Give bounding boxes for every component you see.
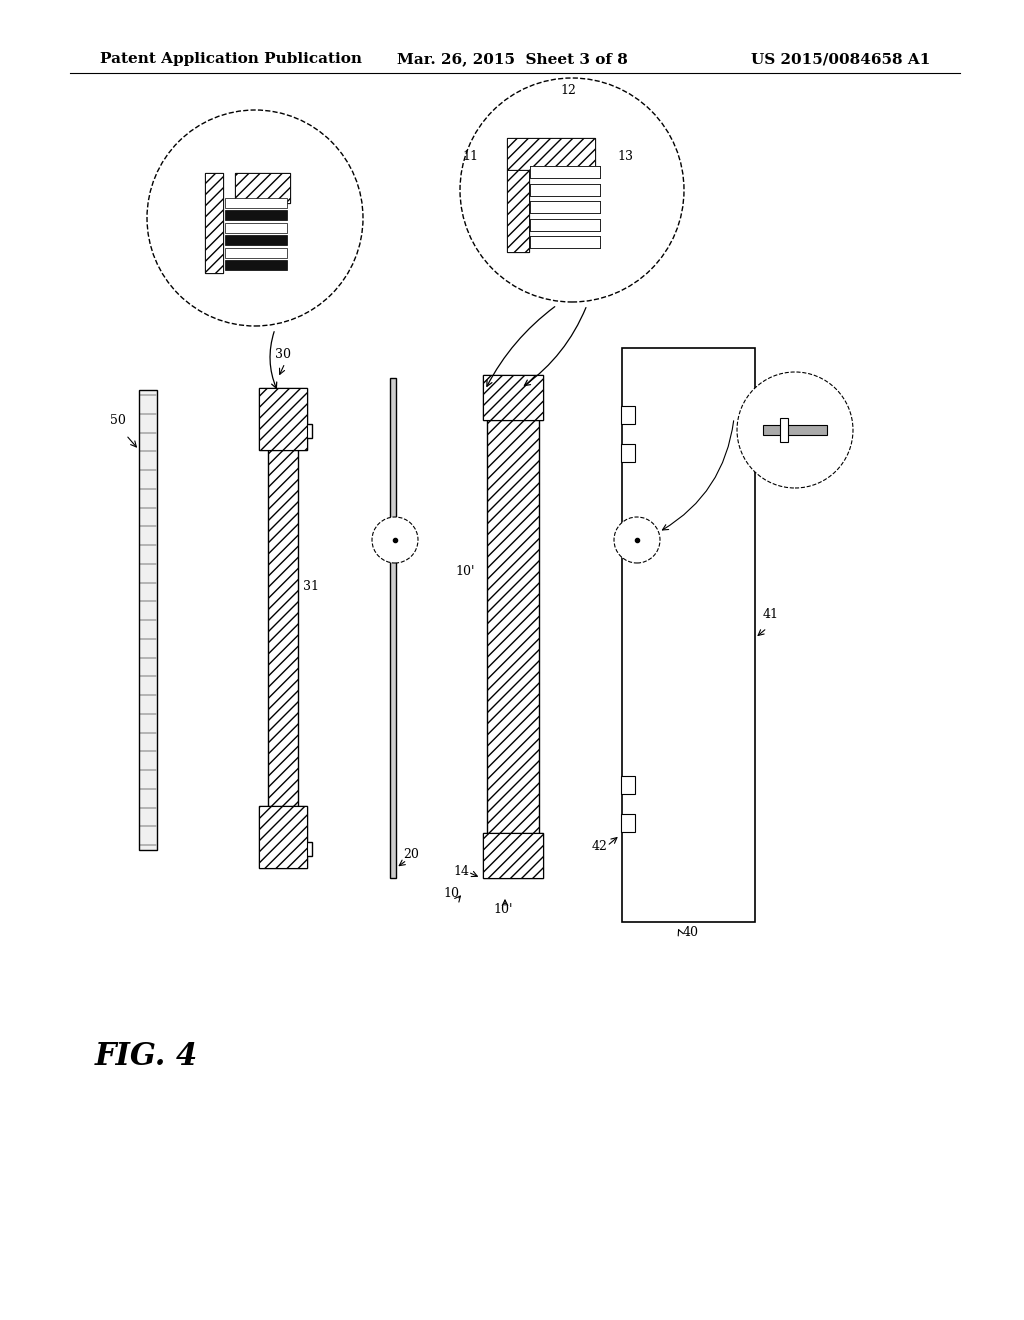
Bar: [259, 807, 307, 869]
Bar: [507, 170, 529, 252]
Bar: [530, 166, 600, 178]
Bar: [530, 219, 600, 231]
Bar: [507, 139, 595, 170]
Bar: [225, 210, 287, 220]
Text: Patent Application Publication: Patent Application Publication: [100, 53, 362, 66]
Text: 10': 10': [455, 565, 474, 578]
Text: US 2015/0084658 A1: US 2015/0084658 A1: [751, 53, 930, 66]
Bar: [621, 776, 635, 795]
Circle shape: [147, 110, 362, 326]
Bar: [390, 378, 396, 878]
Circle shape: [460, 78, 684, 302]
Bar: [507, 170, 529, 252]
Text: 31: 31: [303, 579, 319, 593]
Bar: [234, 173, 290, 203]
Bar: [259, 388, 307, 450]
Bar: [483, 833, 543, 878]
Bar: [530, 201, 600, 213]
Bar: [225, 260, 287, 271]
Bar: [139, 389, 157, 850]
Text: 40: 40: [683, 927, 699, 939]
Bar: [487, 420, 539, 833]
Bar: [530, 219, 600, 231]
Text: Mar. 26, 2015  Sheet 3 of 8: Mar. 26, 2015 Sheet 3 of 8: [396, 53, 628, 66]
Bar: [530, 236, 600, 248]
Text: 14: 14: [453, 865, 469, 878]
Bar: [205, 173, 223, 273]
Bar: [530, 183, 600, 195]
Bar: [621, 407, 635, 424]
Bar: [205, 173, 223, 273]
Text: 50: 50: [110, 413, 126, 426]
Bar: [780, 418, 788, 442]
Bar: [530, 201, 600, 213]
Text: 10: 10: [443, 887, 459, 900]
Bar: [483, 833, 543, 878]
Bar: [483, 375, 543, 420]
Text: 30: 30: [275, 348, 291, 360]
Bar: [225, 223, 287, 232]
Text: 11: 11: [462, 150, 478, 162]
Bar: [530, 236, 600, 248]
Text: 13: 13: [617, 150, 633, 162]
Text: 42: 42: [592, 840, 608, 853]
Bar: [268, 450, 298, 807]
Text: 41: 41: [763, 609, 779, 620]
Circle shape: [372, 517, 418, 564]
Bar: [763, 425, 827, 436]
Bar: [298, 424, 312, 438]
Text: 10': 10': [493, 903, 512, 916]
Bar: [234, 173, 290, 203]
Bar: [298, 842, 312, 855]
Text: 20: 20: [403, 847, 419, 861]
Bar: [530, 166, 600, 178]
Bar: [225, 248, 287, 257]
Bar: [483, 375, 543, 420]
Bar: [225, 198, 287, 209]
Bar: [259, 388, 307, 450]
Bar: [621, 814, 635, 832]
Bar: [225, 235, 287, 246]
Bar: [622, 348, 755, 921]
Text: FIG. 4: FIG. 4: [95, 1041, 199, 1072]
Circle shape: [737, 372, 853, 488]
Bar: [530, 183, 600, 195]
Circle shape: [614, 517, 660, 564]
Bar: [507, 139, 595, 170]
Bar: [621, 444, 635, 462]
Bar: [259, 807, 307, 869]
Text: 12: 12: [560, 84, 575, 96]
